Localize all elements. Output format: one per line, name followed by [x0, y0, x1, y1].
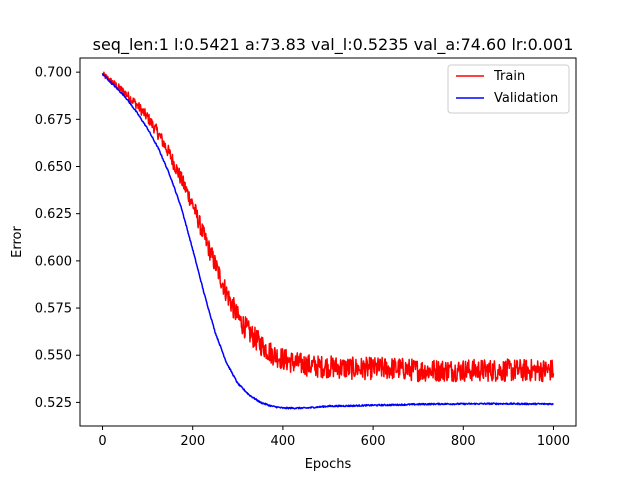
y-tick-label: 0.575: [35, 302, 72, 317]
x-axis-ticks: 0 200 400 600 800 1000: [98, 426, 570, 449]
x-tick-label: 800: [451, 434, 476, 449]
y-tick-label: 0.675: [35, 113, 72, 128]
legend: Train Validation: [447, 64, 570, 114]
x-tick-label: 0: [98, 434, 106, 449]
chart-title: seq_len:1 l:0.5421 a:73.83 val_l:0.5235 …: [93, 35, 574, 55]
y-tick-label: 0.625: [35, 207, 72, 222]
y-tick-label: 0.550: [35, 349, 72, 364]
y-tick-label: 0.525: [35, 396, 72, 411]
y-tick-label: 0.650: [35, 160, 72, 175]
legend-box: [447, 64, 570, 114]
x-tick-label: 200: [180, 434, 205, 449]
y-axis-ticks: 0.525 0.550 0.575 0.600 0.625 0.650 0.675 0.700: [35, 66, 80, 411]
series-layer: [101, 71, 555, 410]
x-tick-label: 1000: [537, 434, 570, 449]
plot-area: [79, 57, 577, 427]
legend-label-validation: Validation: [494, 91, 558, 106]
plot-frame: [79, 57, 577, 427]
x-tick-label: 400: [270, 434, 295, 449]
series-line-train: [101, 71, 555, 383]
legend-label-train: Train: [493, 69, 525, 84]
x-axis-label: Epochs: [305, 457, 352, 472]
x-tick-label: 600: [361, 434, 386, 449]
y-tick-label: 0.700: [35, 66, 72, 81]
y-tick-label: 0.600: [35, 254, 72, 269]
series-line-validation: [101, 73, 554, 410]
y-axis-label: Error: [10, 226, 25, 258]
